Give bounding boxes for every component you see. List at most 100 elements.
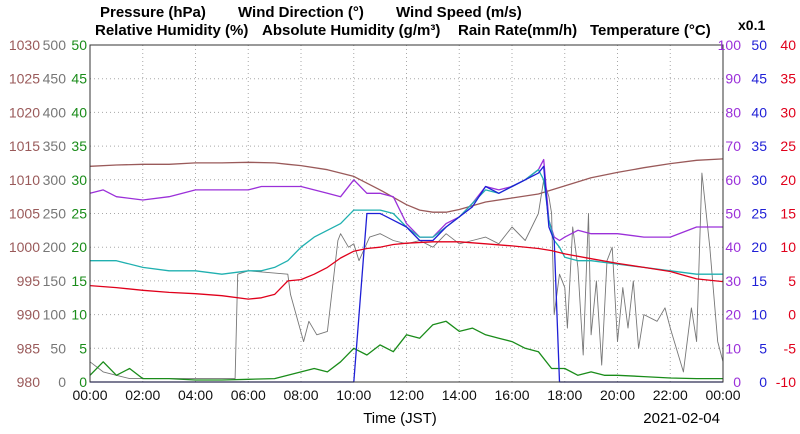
y-tick-temperature: 20 [780,172,796,188]
y-tick-humidity: 0 [733,374,741,390]
y-tick-wind-speed: 25 [71,206,87,222]
y-tick-rain: 20 [751,239,767,255]
y-tick-temperature: 35 [780,71,796,87]
y-tick-wind-dir: 0 [58,374,66,390]
x-tick-label: 20:00 [600,387,635,403]
x-axis-label: Time (JST) [363,410,437,427]
legend-temperature: Temperature (°C) [590,22,711,39]
y-tick-pressure: 980 [17,374,41,390]
y-tick-pressure: 995 [17,273,41,289]
y-tick-wind-dir: 450 [43,71,67,87]
x-tick-label: 00:00 [705,387,740,403]
x-tick-label: 08:00 [283,387,318,403]
plot-series [89,158,724,383]
y-tick-temperature: 5 [788,273,796,289]
y-tick-humidity: 50 [725,206,741,222]
x-tick-label: 02:00 [125,387,160,403]
y-tick-wind-speed: 35 [71,138,87,154]
axis-tick-labels: 00:00 02:00 04:00 06:00 08:00 10:00 12:00 14:00… [9,37,796,403]
y-tick-rain: 45 [751,71,767,87]
y-tick-wind-dir: 350 [43,138,67,154]
y-tick-wind-speed: 20 [71,239,87,255]
grid-lines [90,45,723,382]
x-tick-label: 06:00 [231,387,266,403]
legend-absolute-humidity: Absolute Humidity (g/m³) [262,22,440,39]
y-tick-pressure: 1000 [9,239,40,255]
y-tick-humidity: 90 [725,71,741,87]
series-absolute-humidity-g-m [90,169,723,275]
y-tick-rain: 25 [751,206,767,222]
legend-rain-rate: Rain Rate(mm/h) [458,22,577,39]
y-tick-temperature: 30 [780,104,796,120]
y-tick-pressure: 1030 [9,37,40,53]
y-tick-wind-speed: 10 [71,307,87,323]
series-wind-direction [89,172,724,380]
date-label: 2021-02-04 [643,410,720,427]
y-tick-wind-dir: 500 [43,37,67,53]
y-tick-pressure: 1010 [9,172,40,188]
series-rain-rate-mm-h [90,165,723,383]
x-tick-label: 22:00 [653,387,688,403]
y-tick-pressure: 1005 [9,206,40,222]
y-tick-pressure: 985 [17,340,41,356]
y-tick-wind-speed: 0 [79,374,87,390]
y-tick-temperature: 10 [780,239,796,255]
y-tick-wind-dir: 250 [43,206,67,222]
y-tick-humidity: 100 [718,37,742,53]
legend: Pressure (hPa) Wind Direction (°) Wind S… [95,4,765,39]
y-tick-wind-speed: 15 [71,273,87,289]
y-tick-temperature: -5 [784,340,797,356]
y-tick-rain: 0 [759,374,767,390]
legend-multiplier: x0.1 [738,17,765,33]
y-tick-wind-dir: 50 [50,340,66,356]
legend-wind-direction: Wind Direction (°) [238,4,364,21]
y-tick-humidity: 20 [725,307,741,323]
x-tick-label: 04:00 [178,387,213,403]
y-tick-rain: 15 [751,273,767,289]
series-pressure-hpa [89,158,724,213]
y-tick-rain: 10 [751,307,767,323]
y-tick-temperature: 15 [780,206,796,222]
y-tick-wind-speed: 5 [79,340,87,356]
y-tick-pressure: 1020 [9,104,40,120]
y-tick-pressure: 990 [17,307,41,323]
y-tick-humidity: 40 [725,239,741,255]
y-tick-temperature: -10 [776,374,796,390]
x-tick-label: 12:00 [389,387,424,403]
y-tick-wind-speed: 50 [71,37,87,53]
y-tick-wind-dir: 400 [43,104,67,120]
y-tick-wind-dir: 100 [43,307,67,323]
y-tick-temperature: 0 [788,307,796,323]
y-tick-rain: 5 [759,340,767,356]
y-tick-temperature: 25 [780,138,796,154]
y-tick-wind-dir: 300 [43,172,67,188]
y-tick-rain: 30 [751,172,767,188]
y-tick-rain: 35 [751,138,767,154]
legend-wind-speed: Wind Speed (m/s) [396,4,522,21]
x-tick-label: 16:00 [494,387,529,403]
x-tick-label: 00:00 [72,387,107,403]
y-tick-humidity: 80 [725,104,741,120]
x-tick-label: 14:00 [442,387,477,403]
x-tick-label: 10:00 [336,387,371,403]
legend-relative-humidity: Relative Humidity (%) [95,22,248,39]
y-tick-wind-speed: 40 [71,104,87,120]
series-temperature-c [89,241,724,300]
y-tick-temperature: 40 [780,37,796,53]
y-tick-rain: 50 [751,37,767,53]
plot-frame [89,44,724,383]
y-tick-wind-speed: 45 [71,71,87,87]
y-tick-wind-dir: 200 [43,239,67,255]
y-tick-wind-dir: 150 [43,273,67,289]
y-tick-humidity: 10 [725,340,741,356]
y-tick-humidity: 30 [725,273,741,289]
y-tick-pressure: 1015 [9,138,40,154]
y-tick-humidity: 70 [725,138,741,154]
y-tick-humidity: 60 [725,172,741,188]
legend-pressure: Pressure (hPa) [100,4,206,21]
series-wind-speed-m-s [89,320,723,381]
y-tick-rain: 40 [751,104,767,120]
y-tick-wind-speed: 30 [71,172,87,188]
